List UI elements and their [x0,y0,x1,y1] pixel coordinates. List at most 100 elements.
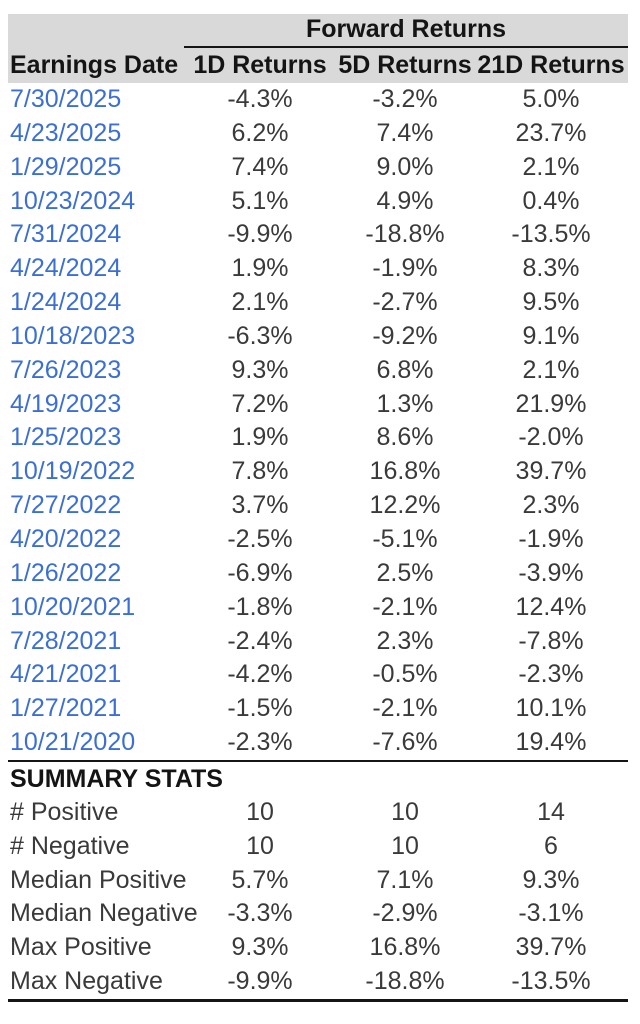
return-5d: 2.3% [376,626,434,655]
return-21d: -3.9% [518,558,584,587]
earnings-date-link[interactable]: 4/24/2024 [10,254,122,283]
return-5d: -3.2% [372,85,438,113]
table-row: 10/19/2022 7.8% 16.8% 39.7% [8,455,628,489]
column-header-21d-returns: 21D Returns [477,51,625,79]
return-5d: -7.6% [372,728,438,757]
summary-row: Median Negative -3.3% -2.9% -3.1% [8,897,628,931]
earnings-date-link[interactable]: 7/26/2023 [10,355,122,384]
return-5d: -18.8% [365,220,445,249]
return-21d: -2.3% [518,660,584,689]
summary-value-5d: -18.8% [365,967,445,996]
summary-stat-label: # Negative [10,831,130,860]
table-row: 4/23/2025 6.2% 7.4% 23.7% [8,117,628,151]
return-21d: 5.0% [522,85,580,113]
table-row: 1/25/2023 1.9% 8.6% -2.0% [8,421,628,455]
return-21d: 9.5% [522,288,580,317]
table-body: 7/30/2025 -4.3% -3.2% 5.0% 4/23/2025 6.2% 7.4%… [8,83,628,760]
return-1d: -2.5% [227,524,293,553]
return-21d: -13.5% [511,220,591,249]
table-row: 7/26/2023 9.3% 6.8% 2.1% [8,354,628,388]
return-21d: 9.1% [522,321,580,350]
table-row: 4/19/2023 7.2% 1.3% 21.9% [8,388,628,422]
summary-value-21d: 39.7% [515,933,587,962]
return-5d: 1.3% [376,389,434,418]
return-1d: 3.7% [231,491,289,520]
summary-value-1d: 10 [246,831,274,860]
earnings-date-link[interactable]: 10/19/2022 [10,457,136,486]
return-5d: -2.7% [372,288,438,317]
table-row: 10/23/2024 5.1% 4.9% 0.4% [8,185,628,219]
return-1d: 9.3% [231,355,289,384]
return-21d: 8.3% [522,254,580,283]
summary-row: Max Positive 9.3% 16.8% 39.7% [8,931,628,965]
return-1d: 5.1% [231,186,289,215]
return-21d: 0.4% [522,186,580,215]
summary-value-21d: -13.5% [511,967,591,996]
earnings-date-link[interactable]: 7/31/2024 [10,220,122,249]
earnings-date-link[interactable]: 1/27/2021 [10,694,122,723]
summary-row: Max Negative -9.9% -18.8% -13.5% [8,965,628,999]
return-1d: -4.3% [227,85,293,113]
column-header-1d-returns: 1D Returns [193,51,327,79]
earnings-date-link[interactable]: 4/19/2023 [10,389,122,418]
table-row: 10/18/2023 -6.3% -9.2% 9.1% [8,320,628,354]
return-1d: -9.9% [227,220,293,249]
summary-value-21d: 9.3% [522,865,580,894]
summary-value-5d: 10 [391,797,419,826]
earnings-date-link[interactable]: 4/21/2021 [10,660,122,689]
return-21d: 23.7% [515,118,587,147]
column-header-earnings-date: Earnings Date [10,51,179,79]
table-row: 1/26/2022 -6.9% 2.5% -3.9% [8,557,628,591]
summary-stat-label: Max Negative [10,967,163,996]
summary-value-21d: 6 [544,831,558,860]
return-5d: 12.2% [369,491,441,520]
return-21d: 12.4% [515,592,587,621]
earnings-date-link[interactable]: 10/20/2021 [10,592,136,621]
return-1d: 7.8% [231,457,289,486]
return-1d: 1.9% [231,254,289,283]
summary-body: # Positive 10 10 14 # Negative 10 10 6 Median Po… [8,796,628,999]
earnings-date-link[interactable]: 10/21/2020 [10,728,136,757]
summary-value-21d: -3.1% [518,899,584,928]
column-header-row: Earnings Date 1D Returns 5D Returns 21D … [8,48,628,83]
return-5d: -2.1% [372,592,438,621]
table-row: 7/31/2024 -9.9% -18.8% -13.5% [8,218,628,252]
return-5d: 9.0% [376,152,434,181]
summary-value-5d: 16.8% [369,933,441,962]
summary-stat-label: Median Positive [10,865,187,894]
return-21d: -1.9% [518,524,584,553]
forward-returns-group-header: Forward Returns [184,14,628,48]
summary-value-1d: 9.3% [231,933,289,962]
earnings-date-link[interactable]: 1/25/2023 [10,423,122,452]
earnings-date-link[interactable]: 1/26/2022 [10,558,122,587]
earnings-date-link[interactable]: 4/20/2022 [10,524,122,553]
earnings-date-link[interactable]: 4/23/2025 [10,118,122,147]
summary-value-5d: -2.9% [372,899,438,928]
earnings-date-link[interactable]: 10/18/2023 [10,321,136,350]
return-21d: 2.1% [522,152,580,181]
return-1d: -1.5% [227,694,293,723]
return-21d: 2.3% [522,491,580,520]
return-1d: -2.3% [227,728,293,757]
summary-value-1d: 10 [246,797,274,826]
table-row: 1/27/2021 -1.5% -2.1% 10.1% [8,692,628,726]
return-1d: 1.9% [231,423,289,452]
earnings-date-link[interactable]: 7/30/2025 [10,85,122,113]
earnings-date-link[interactable]: 1/24/2024 [10,288,122,317]
earnings-date-link[interactable]: 1/29/2025 [10,152,122,181]
summary-section: SUMMARY STATS # Positive 10 10 14 # Negative… [8,759,628,1002]
return-5d: 2.5% [376,558,434,587]
return-5d: 4.9% [376,186,434,215]
return-1d: 6.2% [231,118,289,147]
earnings-date-link[interactable]: 10/23/2024 [10,186,136,215]
earnings-date-link[interactable]: 7/28/2021 [10,626,122,655]
return-1d: 7.4% [231,152,289,181]
return-5d: -2.1% [372,694,438,723]
return-5d: -5.1% [372,524,438,553]
table-row: 1/24/2024 2.1% -2.7% 9.5% [8,286,628,320]
earnings-date-link[interactable]: 7/27/2022 [10,491,122,520]
earnings-returns-table: Forward Returns Earnings Date 1D Returns… [8,14,628,1002]
column-header-5d-returns: 5D Returns [338,51,472,79]
summary-stats-title: SUMMARY STATS [10,764,223,793]
summary-value-5d: 7.1% [376,865,434,894]
